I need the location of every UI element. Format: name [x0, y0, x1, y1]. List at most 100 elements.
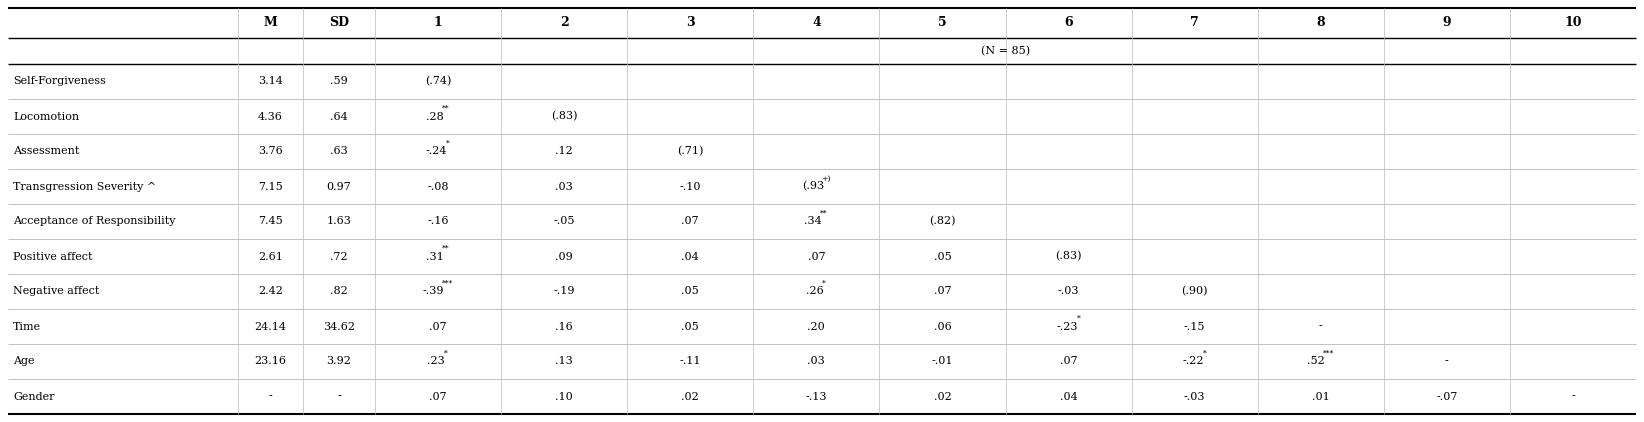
Text: .31: .31 — [426, 252, 444, 262]
Text: 34.62: 34.62 — [322, 322, 355, 332]
Text: .82: .82 — [330, 287, 349, 297]
Text: 7.15: 7.15 — [258, 181, 283, 192]
Text: (.90): (.90) — [1182, 287, 1208, 297]
Text: .63: .63 — [330, 146, 349, 157]
Text: Negative affect: Negative affect — [13, 287, 99, 297]
Text: .05: .05 — [681, 322, 699, 332]
Text: Time: Time — [13, 322, 41, 332]
Text: .09: .09 — [556, 252, 574, 262]
Text: -.03: -.03 — [1184, 392, 1205, 401]
Text: -.16: -.16 — [427, 216, 449, 227]
Text: -.19: -.19 — [554, 287, 575, 297]
Text: .04: .04 — [1060, 392, 1077, 401]
Text: 5: 5 — [939, 16, 947, 30]
Text: (.74): (.74) — [424, 76, 450, 87]
Text: .07: .07 — [1060, 357, 1077, 366]
Text: Locomotion: Locomotion — [13, 111, 79, 122]
Text: 3.76: 3.76 — [258, 146, 283, 157]
Text: .01: .01 — [1312, 392, 1330, 401]
Text: .13: .13 — [556, 357, 574, 366]
Text: .07: .07 — [429, 322, 447, 332]
Text: 7.45: 7.45 — [258, 216, 283, 227]
Text: SD: SD — [329, 16, 349, 30]
Text: Self-Forgiveness: Self-Forgiveness — [13, 76, 105, 87]
Text: -: - — [1445, 357, 1448, 366]
Text: 3.92: 3.92 — [327, 357, 352, 366]
Text: -.11: -.11 — [679, 357, 700, 366]
Text: (.82): (.82) — [929, 216, 955, 227]
Text: **: ** — [442, 245, 449, 253]
Text: .02: .02 — [681, 392, 699, 401]
Text: .23: .23 — [427, 357, 446, 366]
Text: .05: .05 — [681, 287, 699, 297]
Text: .07: .07 — [934, 287, 952, 297]
Text: +): +) — [822, 175, 830, 183]
Text: 6: 6 — [1064, 16, 1074, 30]
Text: -.39: -.39 — [423, 287, 444, 297]
Text: 23.16: 23.16 — [255, 357, 286, 366]
Text: Positive affect: Positive affect — [13, 252, 92, 262]
Text: 2: 2 — [559, 16, 569, 30]
Text: .03: .03 — [556, 181, 574, 192]
Text: ***: *** — [1322, 350, 1333, 358]
Text: 10: 10 — [1563, 16, 1582, 30]
Text: (N = 85): (N = 85) — [981, 46, 1031, 56]
Text: *: * — [822, 280, 825, 288]
Text: -.22: -.22 — [1182, 357, 1203, 366]
Text: -.03: -.03 — [1057, 287, 1080, 297]
Text: 2.42: 2.42 — [258, 287, 283, 297]
Text: (.83): (.83) — [551, 111, 577, 122]
Text: -: - — [337, 392, 340, 401]
Text: -: - — [268, 392, 273, 401]
Text: -.08: -.08 — [427, 181, 449, 192]
Text: 2.61: 2.61 — [258, 252, 283, 262]
Text: .52: .52 — [1307, 357, 1325, 366]
Text: 3.14: 3.14 — [258, 76, 283, 87]
Text: **: ** — [442, 105, 449, 113]
Text: .12: .12 — [556, 146, 574, 157]
Text: **: ** — [820, 210, 827, 218]
Text: *: * — [446, 140, 450, 148]
Text: -.24: -.24 — [426, 146, 447, 157]
Text: .28: .28 — [426, 111, 444, 122]
Text: 8: 8 — [1317, 16, 1325, 30]
Text: (.83): (.83) — [1055, 252, 1082, 262]
Text: .07: .07 — [429, 392, 447, 401]
Text: -.13: -.13 — [806, 392, 827, 401]
Text: Transgression Severity ^: Transgression Severity ^ — [13, 181, 156, 192]
Text: 24.14: 24.14 — [255, 322, 286, 332]
Text: (.93: (.93 — [802, 181, 824, 192]
Text: .02: .02 — [934, 392, 952, 401]
Text: *: * — [444, 350, 447, 358]
Text: 3: 3 — [686, 16, 694, 30]
Text: 0.97: 0.97 — [327, 181, 352, 192]
Text: -.07: -.07 — [1437, 392, 1458, 401]
Text: *: * — [1077, 315, 1080, 323]
Text: *: * — [1203, 350, 1207, 358]
Text: 7: 7 — [1190, 16, 1198, 30]
Text: Age: Age — [13, 357, 35, 366]
Text: ***: *** — [442, 280, 454, 288]
Text: -: - — [1572, 392, 1575, 401]
Text: .26: .26 — [806, 287, 824, 297]
Text: Assessment: Assessment — [13, 146, 79, 157]
Text: .10: .10 — [556, 392, 574, 401]
Text: .16: .16 — [556, 322, 574, 332]
Text: -: - — [1318, 322, 1323, 332]
Text: (.71): (.71) — [677, 146, 704, 157]
Text: 4.36: 4.36 — [258, 111, 283, 122]
Text: .20: .20 — [807, 322, 825, 332]
Text: .64: .64 — [330, 111, 349, 122]
Text: -.05: -.05 — [554, 216, 575, 227]
Text: 1.63: 1.63 — [327, 216, 352, 227]
Text: -.15: -.15 — [1184, 322, 1205, 332]
Text: 9: 9 — [1442, 16, 1452, 30]
Text: .07: .07 — [681, 216, 699, 227]
Text: .05: .05 — [934, 252, 952, 262]
Text: .06: .06 — [934, 322, 952, 332]
Text: M: M — [263, 16, 278, 30]
Text: .59: .59 — [330, 76, 349, 87]
Text: .04: .04 — [681, 252, 699, 262]
Text: .34: .34 — [804, 216, 822, 227]
Text: .72: .72 — [330, 252, 349, 262]
